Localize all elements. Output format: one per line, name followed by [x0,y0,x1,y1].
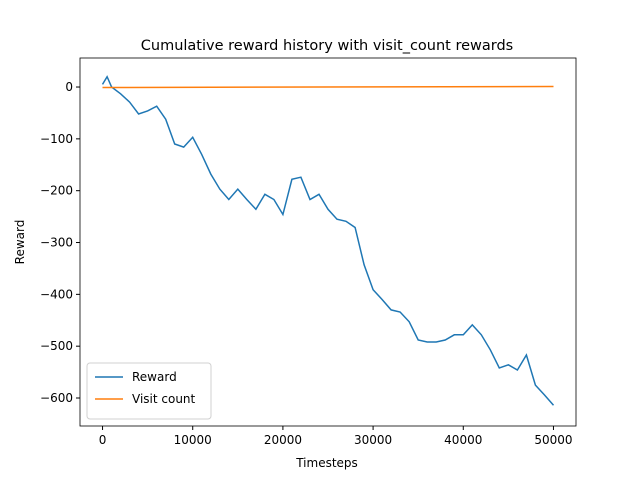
x-tick-label: 40000 [444,433,482,447]
x-tick-label: 10000 [174,433,212,447]
y-tick-label: −400 [40,287,73,301]
legend-label: Visit count [132,392,196,406]
y-tick-label: −100 [40,132,73,146]
x-tick-label: 0 [99,433,107,447]
legend-label: Reward [132,370,177,384]
y-tick-label: 0 [65,80,73,94]
y-tick-label: −200 [40,184,73,198]
x-axis-label: Timesteps [295,456,358,470]
y-axis-label: Reward [13,220,27,265]
line [101,75,555,406]
x-tick-label: 20000 [264,433,302,447]
y-tick-label: −300 [40,236,73,250]
x-tick-label: 50000 [534,433,572,447]
line [102,85,554,89]
x-tick-label: 30000 [354,433,392,447]
y-tick-label: −500 [40,339,73,353]
plot-frame [79,57,577,427]
y-tick-label: −600 [40,391,73,405]
chart-title: Cumulative reward history with visit_cou… [141,38,513,54]
